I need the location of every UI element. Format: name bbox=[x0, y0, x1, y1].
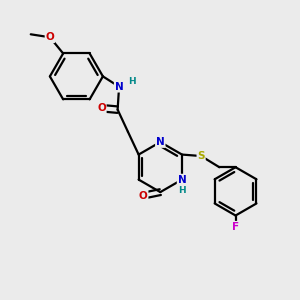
Text: O: O bbox=[139, 190, 148, 201]
Text: H: H bbox=[178, 186, 186, 195]
Text: N: N bbox=[178, 175, 186, 184]
Text: O: O bbox=[97, 103, 106, 113]
Text: N: N bbox=[156, 137, 165, 147]
Text: H: H bbox=[128, 77, 135, 86]
Text: F: F bbox=[232, 222, 239, 232]
Text: S: S bbox=[197, 151, 205, 161]
Text: O: O bbox=[46, 32, 54, 42]
Text: N: N bbox=[115, 82, 124, 92]
